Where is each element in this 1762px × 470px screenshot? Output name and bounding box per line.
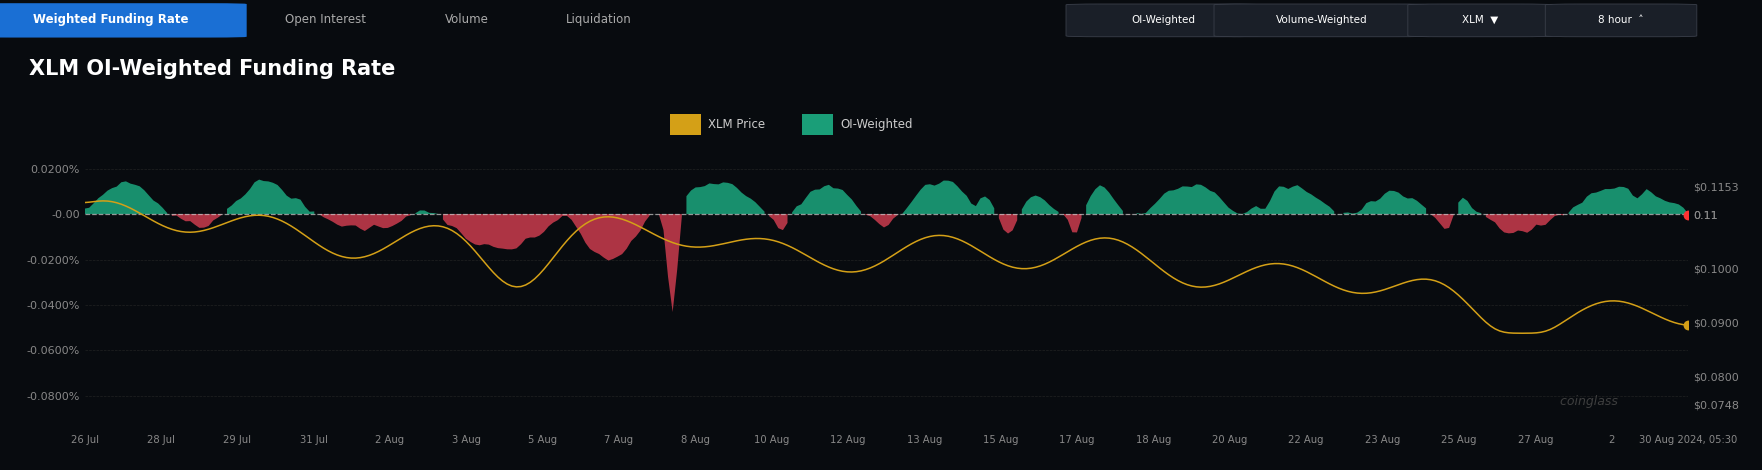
Bar bbox=[802, 114, 833, 135]
Text: Weighted Funding Rate: Weighted Funding Rate bbox=[33, 14, 189, 26]
FancyBboxPatch shape bbox=[1408, 4, 1552, 37]
Point bbox=[1674, 321, 1702, 329]
Point bbox=[1674, 211, 1702, 219]
FancyBboxPatch shape bbox=[1545, 4, 1697, 37]
Text: XLM Price: XLM Price bbox=[708, 118, 765, 131]
Text: coinglass: coinglass bbox=[1552, 395, 1618, 407]
Text: OI-Weighted: OI-Weighted bbox=[1131, 15, 1195, 25]
Text: Volume-Weighted: Volume-Weighted bbox=[1276, 15, 1367, 25]
Text: XLM OI-Weighted Funding Rate: XLM OI-Weighted Funding Rate bbox=[28, 58, 395, 78]
Text: Liquidation: Liquidation bbox=[566, 14, 633, 26]
FancyBboxPatch shape bbox=[1066, 4, 1260, 37]
Bar bbox=[670, 114, 701, 135]
Text: XLM  ▼: XLM ▼ bbox=[1462, 15, 1498, 25]
Text: OI-Weighted: OI-Weighted bbox=[840, 118, 913, 131]
Text: Open Interest: Open Interest bbox=[285, 14, 366, 26]
FancyBboxPatch shape bbox=[0, 3, 247, 38]
FancyBboxPatch shape bbox=[1214, 4, 1429, 37]
Text: 8 hour  ˄: 8 hour ˄ bbox=[1598, 15, 1644, 25]
Text: Volume: Volume bbox=[446, 14, 488, 26]
